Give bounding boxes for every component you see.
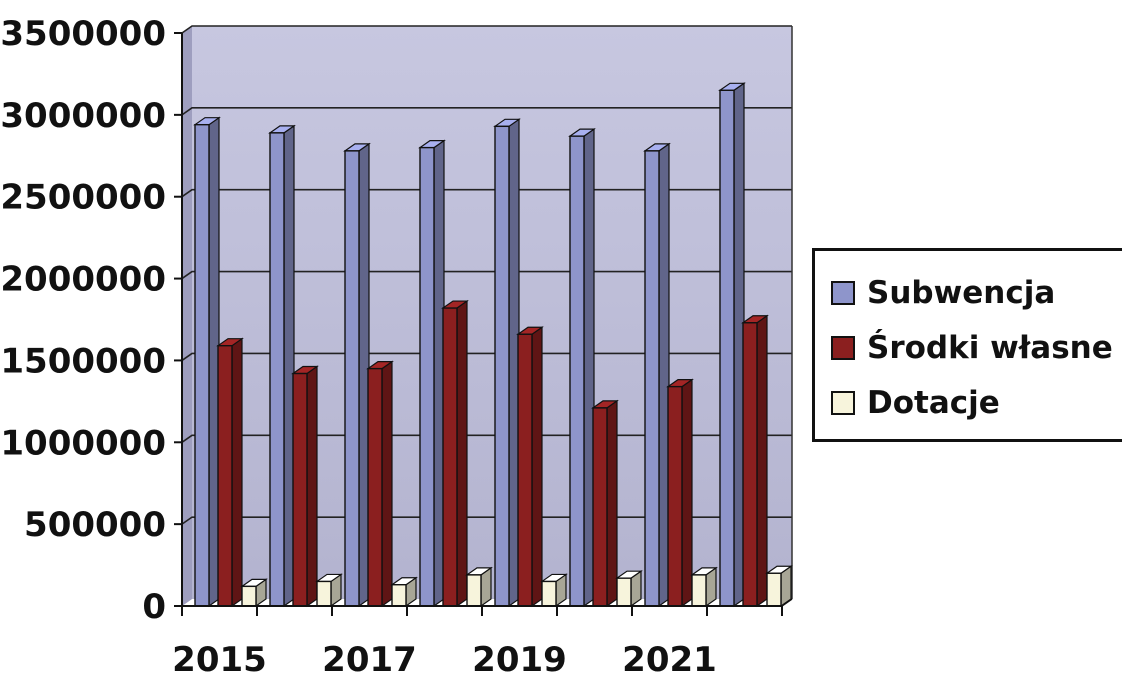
bar-srodki-wlasne <box>666 378 694 608</box>
bar-dotacje <box>465 566 493 608</box>
y-tick-label: 1000000 <box>0 423 166 463</box>
bar-front <box>269 132 285 607</box>
y-tick-label: 0 <box>142 587 166 627</box>
x-tick-label: 2021 <box>622 640 717 673</box>
bar-srodki-wlasne <box>291 365 319 608</box>
bar-side <box>756 314 768 608</box>
bar-srodki-wlasne <box>591 399 619 608</box>
y-gridline <box>181 107 792 116</box>
y-gridline <box>181 25 792 34</box>
bar-side <box>531 326 543 608</box>
legend-label-srodki-wlasne: Środki własne <box>867 330 1113 366</box>
bar-dotacje <box>240 578 268 608</box>
legend-label-subwencja: Subwencja <box>867 275 1056 311</box>
bar-dotacje <box>690 566 718 608</box>
bar-dotacje <box>315 573 343 608</box>
bar-side <box>456 299 468 608</box>
bar-front <box>194 123 210 607</box>
y-tick-label: 2500000 <box>0 178 166 218</box>
bar-front <box>316 580 332 607</box>
bar-front <box>391 584 407 607</box>
bar-front <box>616 577 632 607</box>
y-tick-label: 1500000 <box>0 341 166 381</box>
bar-front <box>367 367 383 607</box>
bar-front <box>494 125 510 607</box>
bar-front <box>592 407 608 607</box>
bar-subwencja <box>568 127 596 608</box>
bar-front <box>691 574 707 607</box>
y-tick-label: 3000000 <box>0 96 166 136</box>
bar-front <box>419 146 435 607</box>
bar-srodki-wlasne <box>741 314 769 608</box>
plot-side-wall <box>182 26 192 606</box>
x-axis-depth-edge <box>781 598 793 607</box>
bar-subwencja <box>418 139 446 608</box>
bar-front <box>569 135 585 607</box>
x-tick-label: 2017 <box>322 640 417 673</box>
bar-front <box>644 150 660 607</box>
bar-front <box>541 580 557 607</box>
bar-front <box>742 322 758 607</box>
legend: Subwencja Środki własne Dotacje <box>812 248 1122 442</box>
legend-swatch-srodki-wlasne <box>831 336 855 360</box>
bar-subwencja <box>718 82 746 608</box>
bar-subwencja <box>193 116 221 608</box>
legend-swatch-subwencja <box>831 281 855 305</box>
plot-area <box>182 26 792 606</box>
bar-side <box>306 365 318 608</box>
legend-item-subwencja: Subwencja <box>831 271 1055 315</box>
legend-label-dotacje: Dotacje <box>867 385 1000 421</box>
x-tick-label: 2019 <box>472 640 567 673</box>
bar-dotacje <box>390 576 418 608</box>
bar-subwencja <box>643 142 671 608</box>
bar-srodki-wlasne <box>441 299 469 608</box>
y-tick-label: 500000 <box>24 505 166 545</box>
x-tick-label: 2015 <box>172 640 267 673</box>
bar-front <box>719 89 735 607</box>
y-tick-label: 3500000 <box>0 14 166 54</box>
bar-front <box>241 585 257 607</box>
bar-front <box>667 385 683 607</box>
bar-dotacje <box>765 565 793 608</box>
bar-front <box>517 333 533 607</box>
bar-srodki-wlasne <box>366 360 394 608</box>
bar-front <box>766 572 782 607</box>
bar-front <box>466 574 482 607</box>
bar-front <box>292 372 308 607</box>
bar-dotacje <box>615 570 643 608</box>
bar-side <box>381 360 393 608</box>
bar-side <box>681 378 693 608</box>
bar-subwencja <box>268 124 296 608</box>
legend-swatch-dotacje <box>831 391 855 415</box>
bar-srodki-wlasne <box>216 337 244 608</box>
bar-side <box>231 337 243 608</box>
bar-dotacje <box>540 573 568 608</box>
bar-front <box>344 150 360 607</box>
bar-front <box>217 344 233 607</box>
bar-side <box>606 399 618 608</box>
bar-srodki-wlasne <box>516 326 544 608</box>
y-tick-label: 2000000 <box>0 260 166 300</box>
legend-item-srodki-wlasne: Środki własne <box>831 326 1113 370</box>
bar-subwencja <box>343 142 371 608</box>
bar-subwencja <box>493 118 521 608</box>
bar-front <box>442 307 458 607</box>
legend-item-dotacje: Dotacje <box>831 381 1000 425</box>
